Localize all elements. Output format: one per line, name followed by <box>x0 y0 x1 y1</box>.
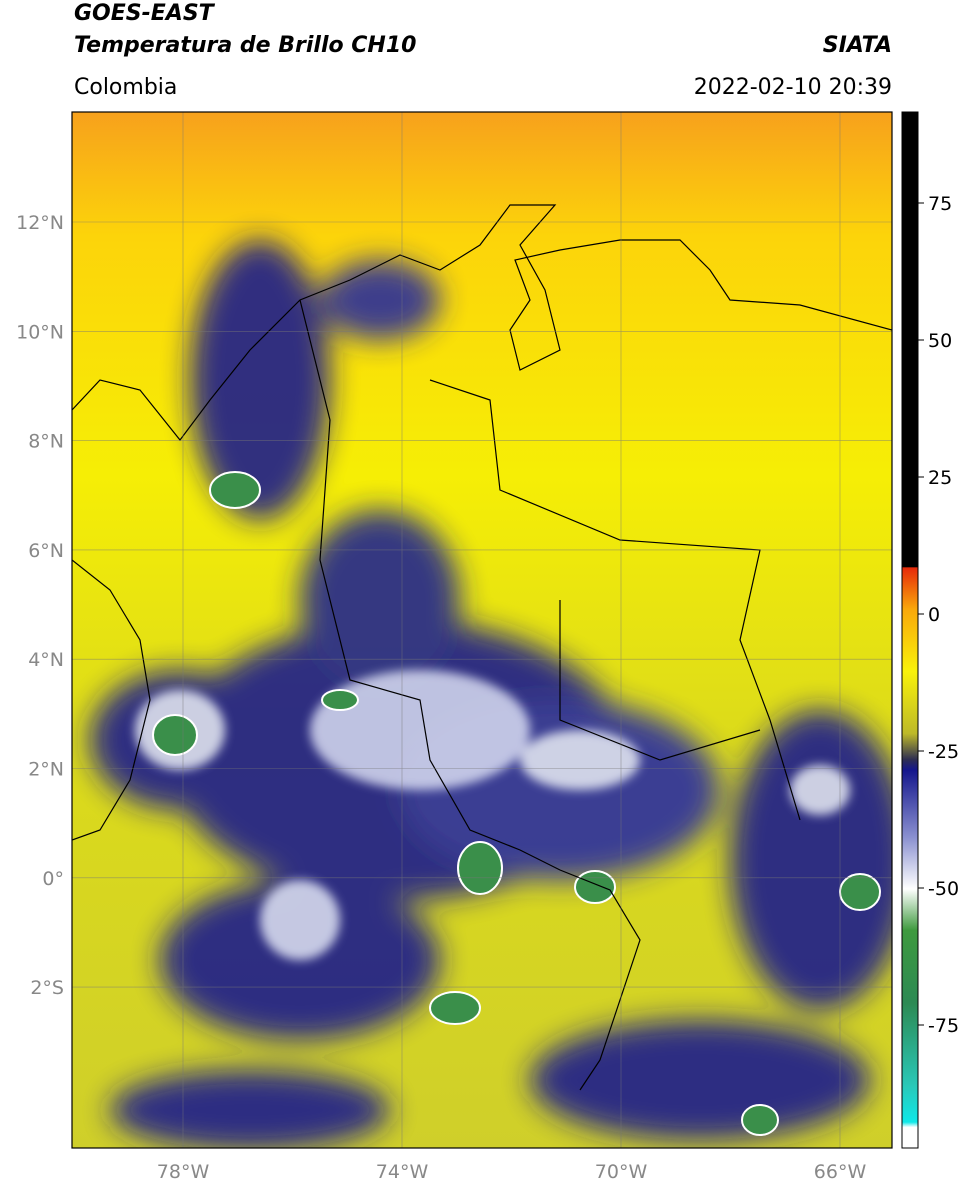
colorbar-label: 50 <box>928 330 952 352</box>
lat-label: 12°N <box>16 212 64 234</box>
lat-label: 2°S <box>30 977 64 999</box>
lon-label: 78°W <box>157 1161 210 1183</box>
source: SIATA <box>823 33 892 58</box>
graticule <box>72 112 892 1148</box>
lon-label: 66°W <box>814 1161 867 1183</box>
lat-label: 10°N <box>16 321 64 343</box>
lat-label: 8°N <box>28 431 64 453</box>
colorbar-label: -50 <box>928 878 959 900</box>
lon-label: 74°W <box>376 1161 429 1183</box>
map-frame <box>71 111 893 1149</box>
map-image <box>72 112 892 1148</box>
colorbar-label: -75 <box>928 1015 959 1037</box>
title-line: Temperatura de Brillo CH10 <box>74 33 416 58</box>
lon-label: 70°W <box>595 1161 648 1183</box>
lat-label: 0° <box>42 868 64 890</box>
lat-label: 4°N <box>28 649 64 671</box>
lat-label: 6°N <box>28 540 64 562</box>
colorbar-label: 0 <box>928 604 940 626</box>
timestamp: 2022-02-10 20:39 <box>694 75 892 100</box>
colorbar-label: 75 <box>928 193 952 215</box>
title-line: GOES-EAST <box>74 1 216 26</box>
colorbar-label: 25 <box>928 467 952 489</box>
colorbar-label: -25 <box>928 741 959 763</box>
lat-label: 2°N <box>28 759 64 781</box>
region: Colombia <box>74 75 177 100</box>
colorbar <box>901 111 919 1149</box>
